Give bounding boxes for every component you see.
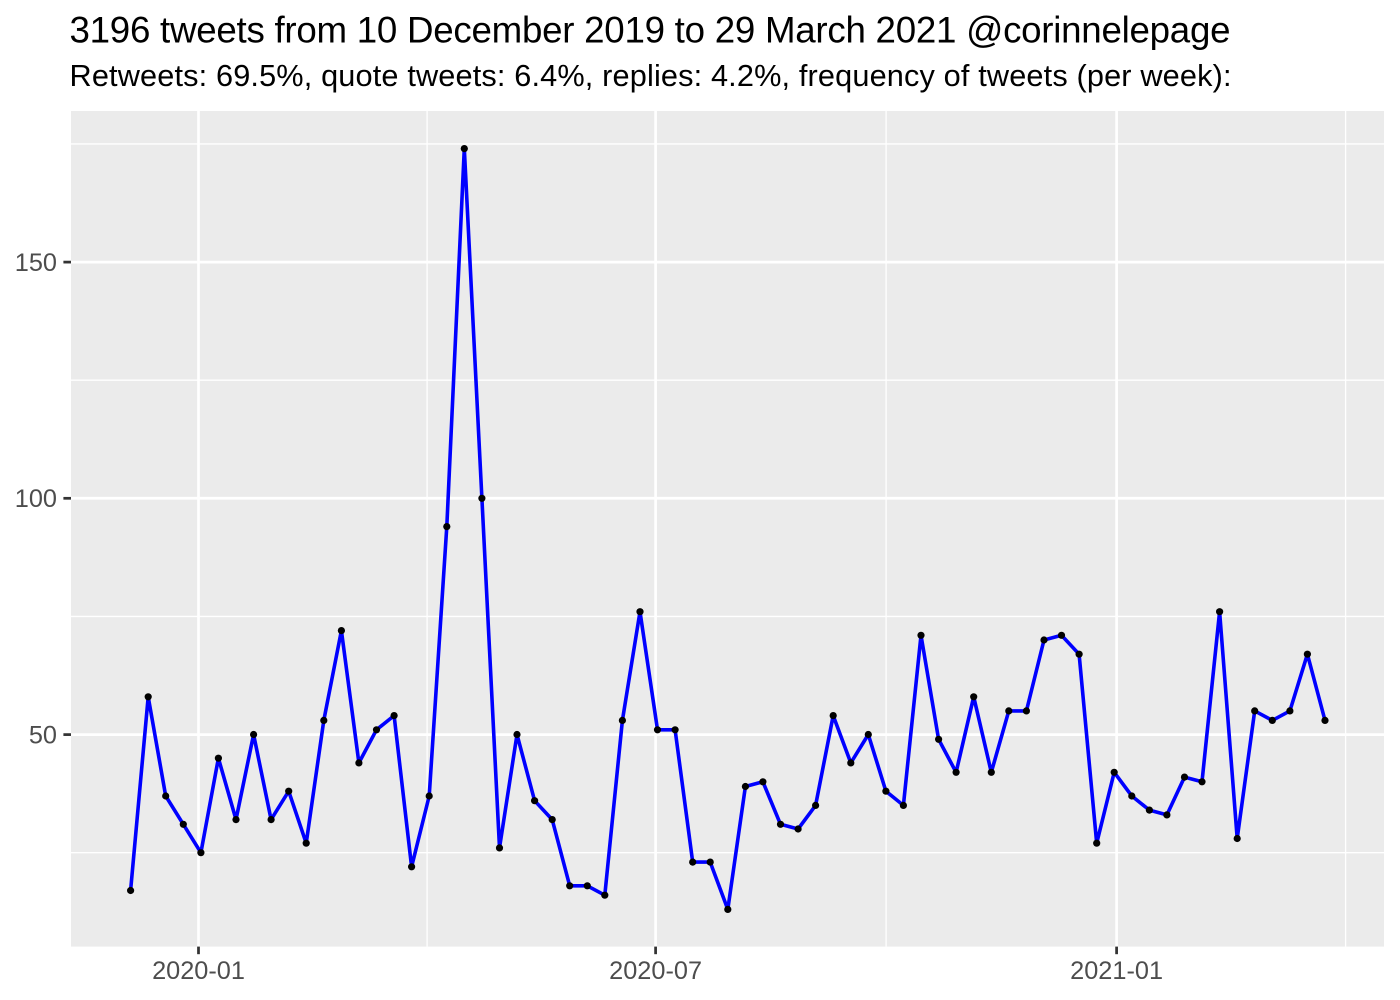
- svg-text:150: 150: [15, 249, 57, 277]
- svg-text:Retweets: 69.5%, quote tweets:: Retweets: 69.5%, quote tweets: 6.4%, rep…: [70, 58, 1232, 93]
- svg-text:2020-01: 2020-01: [152, 957, 245, 985]
- svg-text:50: 50: [29, 721, 57, 749]
- svg-text:100: 100: [15, 485, 57, 513]
- svg-text:2021-01: 2021-01: [1070, 957, 1163, 985]
- svg-text:3196 tweets from 10 December 2: 3196 tweets from 10 December 2019 to 29 …: [70, 9, 1231, 50]
- svg-text:2020-07: 2020-07: [609, 957, 702, 985]
